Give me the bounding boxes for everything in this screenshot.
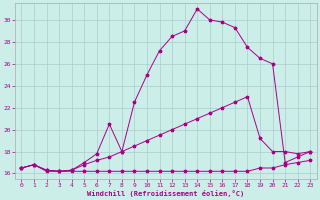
X-axis label: Windchill (Refroidissement éolien,°C): Windchill (Refroidissement éolien,°C): [87, 190, 244, 197]
